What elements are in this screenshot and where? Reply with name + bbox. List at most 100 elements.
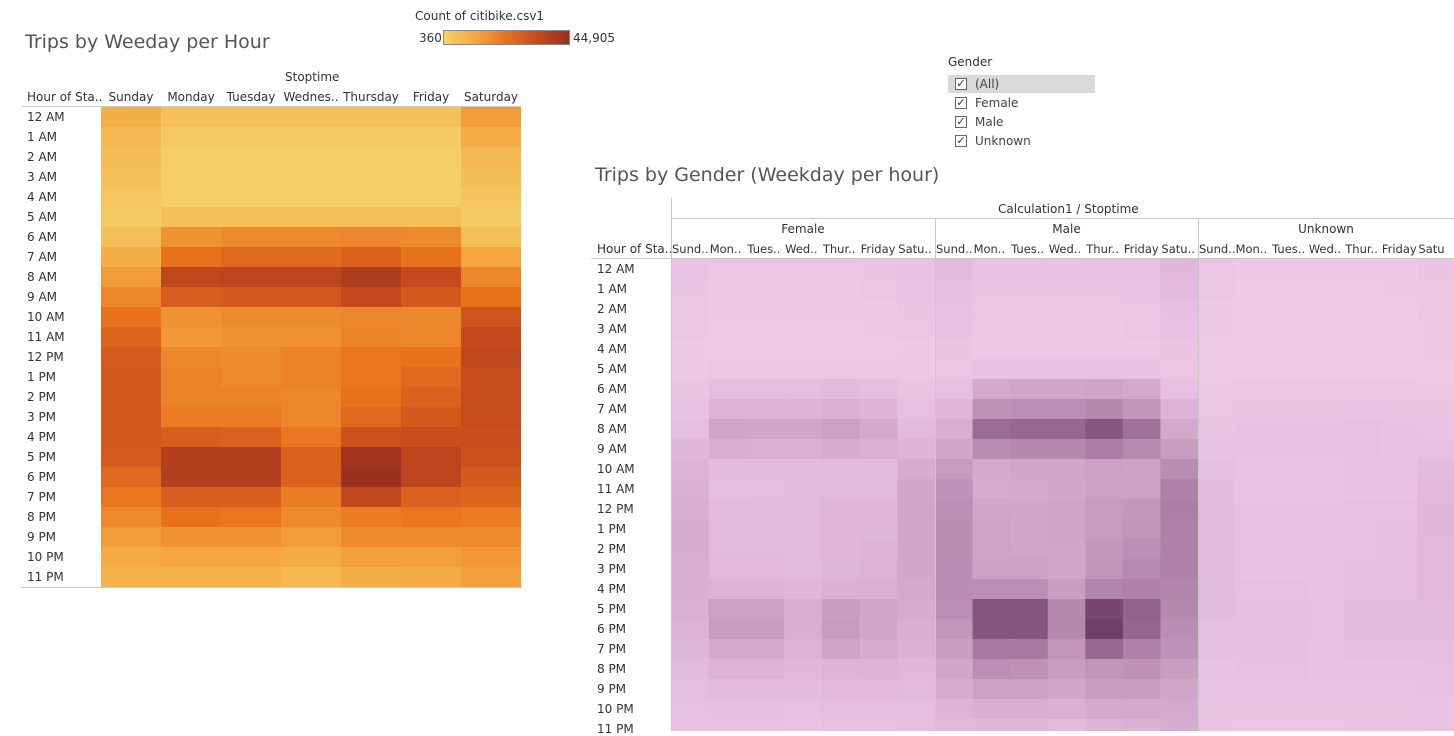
heatmap-cell: [784, 599, 823, 619]
heatmap-cell: [1271, 279, 1309, 299]
gender-filter-item[interactable]: ✓ (All): [948, 75, 1095, 93]
heatmap-cell: [1198, 659, 1236, 679]
heatmap-cell: [221, 427, 281, 447]
heatmap-cell: [101, 167, 161, 187]
heatmap-cell: [1122, 699, 1161, 719]
heatmap-cell: [461, 447, 521, 467]
heatmap-cell: [708, 639, 747, 659]
heatmap-cell: [101, 227, 161, 247]
heatmap-cell: [101, 147, 161, 167]
heatmap1-title: Trips by Weeday per Hour: [25, 31, 270, 53]
heatmap-cell: [708, 679, 747, 699]
heatmap-cell: [972, 419, 1011, 439]
heatmap-cell: [1047, 359, 1086, 379]
heatmap-cell: [1234, 399, 1272, 419]
heatmap-cell: [461, 427, 521, 447]
gender-group-label: Unknown: [1298, 222, 1354, 236]
heatmap-cell: [1122, 639, 1161, 659]
heatmap-cell: [1047, 319, 1086, 339]
heatmap-cell: [1198, 579, 1236, 599]
heatmap-cell: [746, 359, 785, 379]
heatmap-cell: [1234, 679, 1272, 699]
heatmap-cell: [101, 507, 161, 527]
heatmap-cell: [1307, 579, 1345, 599]
heatmap-cell: [1417, 319, 1454, 339]
heatmap-cell: [671, 699, 710, 719]
heatmap-cell: [1380, 419, 1418, 439]
heatmap-cell: [1307, 699, 1345, 719]
heatmap-cell: [1380, 719, 1418, 731]
heatmap-cell: [1417, 619, 1454, 639]
heatmap-cell: [341, 487, 401, 507]
heatmap-cell: [101, 387, 161, 407]
heatmap-cell: [746, 699, 785, 719]
heatmap-cell: [1122, 459, 1161, 479]
heatmap-cell: [1271, 539, 1309, 559]
heatmap-cell: [1047, 699, 1086, 719]
heatmap-cell: [784, 299, 823, 319]
heatmap-cell: [1417, 679, 1454, 699]
heatmap-cell: [1417, 439, 1454, 459]
heatmap-cell: [461, 227, 521, 247]
heatmap-cell: [708, 499, 747, 519]
gender-filter-item[interactable]: ✓ Unknown: [948, 132, 1095, 150]
heatmap-cell: [401, 287, 461, 307]
heatmap-cell: [821, 399, 861, 419]
heatmap-cell: [1307, 519, 1345, 539]
heatmap-cell: [746, 619, 785, 639]
heatmap-cell: [821, 499, 861, 519]
heatmap-cell: [281, 247, 341, 267]
heatmap-cell: [341, 387, 401, 407]
heatmap-cell: [1160, 439, 1199, 459]
checkbox[interactable]: ✓: [955, 115, 967, 128]
heatmap-cell: [1380, 559, 1418, 579]
heatmap-cell: [221, 327, 281, 347]
heatmap-cell: [1307, 439, 1345, 459]
heatmap-cell: [935, 259, 974, 279]
heatmap-cell: [101, 127, 161, 147]
checkbox[interactable]: ✓: [955, 77, 967, 90]
heatmap-cell: [821, 259, 861, 279]
heatmap-cell: [1380, 439, 1418, 459]
checkbox[interactable]: ✓: [955, 96, 967, 109]
heatmap-cell: [935, 419, 974, 439]
heatmap-cell: [281, 267, 341, 287]
gender-filter-item[interactable]: ✓ Female: [948, 94, 1095, 112]
heatmap-cell: [1122, 679, 1161, 699]
heatmap-cell: [161, 207, 221, 227]
heatmap-cell: [1234, 559, 1272, 579]
heatmap-cell: [341, 287, 401, 307]
checkbox[interactable]: ✓: [955, 134, 967, 147]
gender-filter-item[interactable]: ✓ Male: [948, 113, 1095, 131]
heatmap-cell: [1198, 559, 1236, 579]
heatmap-cell: [1380, 459, 1418, 479]
heatmap-cell: [1160, 399, 1199, 419]
heatmap-cell: [1160, 459, 1199, 479]
heatmap-cell: [1307, 259, 1345, 279]
heatmap-cell: [1271, 679, 1309, 699]
heatmap-cell: [1122, 399, 1161, 419]
heatmap-cell: [101, 487, 161, 507]
heatmap-cell: [341, 187, 401, 207]
heatmap-cell: [101, 467, 161, 487]
heatmap-cell: [935, 579, 974, 599]
heatmap-cell: [859, 319, 898, 339]
heatmap-cell: [281, 467, 341, 487]
row-label: 1 AM: [597, 282, 628, 296]
heatmap-cell: [708, 699, 747, 719]
heatmap-cell: [1307, 319, 1345, 339]
heatmap-cell: [161, 267, 221, 287]
heatmap-cell: [401, 207, 461, 227]
heatmap-cell: [1010, 299, 1049, 319]
heatmap-cell: [1271, 519, 1309, 539]
heatmap-cell: [1271, 459, 1309, 479]
heatmap-cell: [897, 719, 936, 731]
heatmap-cell: [1417, 559, 1454, 579]
heatmap-cell: [341, 167, 401, 187]
heatmap-cell: [401, 307, 461, 327]
heatmap-cell: [859, 419, 898, 439]
heatmap-cell: [1234, 619, 1272, 639]
heatmap-cell: [461, 247, 521, 267]
heatmap-cell: [221, 447, 281, 467]
heatmap-cell: [1417, 479, 1454, 499]
